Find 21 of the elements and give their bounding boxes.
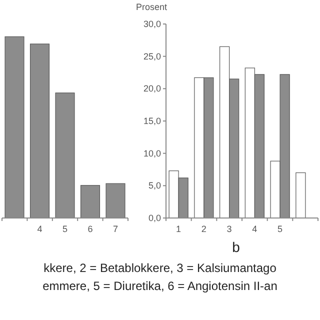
x-tick-label: 4 — [37, 224, 42, 234]
x-tick-label: 2 — [201, 224, 206, 234]
y-tick-label: 5,0 — [148, 180, 161, 191]
x-tick-label: 4 — [252, 224, 258, 234]
bar — [296, 172, 306, 218]
x-tick-label: 3 — [226, 224, 232, 234]
y-tick-label: 20,0 — [143, 84, 161, 94]
text: emmere, 5 = Diuretika, 6 = Angiotensin II-an — [42, 279, 278, 293]
text: b — [232, 239, 240, 255]
y-tick-label: 0,0 — [148, 213, 161, 223]
x-tick-label: 5 — [62, 224, 68, 234]
y-tick-label: 15,0 — [143, 116, 161, 126]
y-tick-label: 10,0 — [143, 148, 161, 158]
x-tick-label: 6 — [88, 224, 93, 234]
x-tick-label: 5 — [278, 224, 283, 234]
x-tick-label: 1 — [176, 224, 182, 234]
y-axis-title: Prosent — [136, 2, 168, 12]
text: kkere, 2 = Betablokkere, 3 = Kalsiumantago — [44, 261, 277, 275]
y-tick-label: 25,0 — [143, 51, 161, 62]
x-tick-label: 7 — [112, 224, 118, 234]
y-tick-label: 30,0 — [143, 19, 161, 29]
